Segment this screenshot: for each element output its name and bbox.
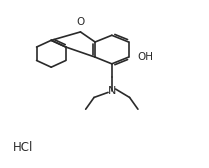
Text: OH: OH [137,52,153,62]
Text: HCl: HCl [13,141,33,154]
Text: O: O [76,17,85,27]
Text: N: N [108,86,116,96]
